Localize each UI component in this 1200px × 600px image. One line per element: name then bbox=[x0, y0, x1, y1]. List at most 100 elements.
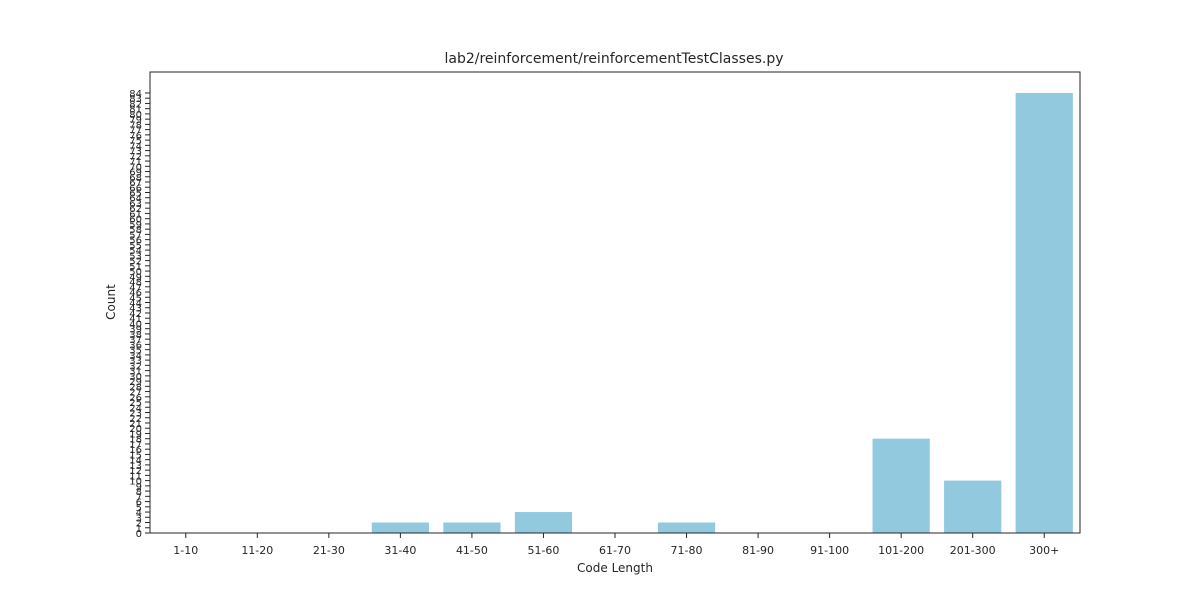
y-tick-label: 60 bbox=[129, 215, 142, 226]
y-tick-label: 53 bbox=[129, 251, 142, 262]
bar-300+ bbox=[1015, 92, 1073, 534]
y-tick-label: 57 bbox=[129, 230, 142, 241]
y-tick-label: 45 bbox=[129, 293, 142, 304]
y-tick-label: 11 bbox=[129, 471, 142, 482]
y-tick-label: 24 bbox=[129, 403, 142, 414]
y-tick-label: 55 bbox=[129, 241, 142, 252]
bar-41-50 bbox=[443, 522, 501, 533]
y-tick-label: 65 bbox=[129, 188, 142, 199]
y-tick-label: 10 bbox=[129, 477, 142, 488]
y-tick-label: 66 bbox=[129, 183, 142, 194]
y-tick-label: 64 bbox=[129, 194, 142, 205]
x-tick-label: 91-100 bbox=[810, 544, 849, 557]
y-tick-label: 30 bbox=[129, 372, 142, 383]
x-tick-label: 61-70 bbox=[599, 544, 631, 557]
y-tick-label: 54 bbox=[129, 246, 142, 257]
y-tick-label: 71 bbox=[129, 157, 142, 168]
y-tick-label: 17 bbox=[129, 440, 142, 451]
bars-layer bbox=[371, 92, 1073, 534]
y-tick-label: 78 bbox=[129, 120, 142, 131]
y-tick-label: 50 bbox=[129, 267, 142, 278]
y-tick-label: 22 bbox=[129, 414, 142, 425]
y-tick-label: 19 bbox=[129, 429, 142, 440]
x-axis-ticks: 1-10 11-20 21-30 31-40 41-50 51-60 61-70 71-80 8… bbox=[173, 533, 1059, 557]
x-tick-label: 51-60 bbox=[527, 544, 559, 557]
y-tick-label: 47 bbox=[129, 283, 142, 294]
x-tick-label: 21-30 bbox=[313, 544, 345, 557]
y-tick-label: 8 bbox=[136, 487, 142, 498]
y-tick-label: 69 bbox=[129, 168, 142, 179]
x-tick-label: 101-200 bbox=[878, 544, 924, 557]
y-tick-label: 82 bbox=[129, 99, 142, 110]
y-tick-label: 9 bbox=[136, 482, 142, 493]
y-tick-label: 62 bbox=[129, 204, 142, 215]
y-tick-label: 4 bbox=[136, 508, 142, 519]
y-tick-label: 43 bbox=[129, 304, 142, 315]
y-tick-label: 34 bbox=[129, 351, 142, 362]
y-tick-label: 76 bbox=[129, 131, 142, 142]
y-tick-label: 18 bbox=[129, 435, 142, 446]
y-tick-label: 26 bbox=[129, 393, 142, 404]
y-tick-label: 3 bbox=[136, 513, 142, 524]
y-tick-label: 39 bbox=[129, 325, 142, 336]
y-tick-label: 1 bbox=[136, 524, 142, 535]
y-tick-label: 83 bbox=[129, 94, 142, 105]
y-tick-label: 49 bbox=[129, 272, 142, 283]
y-tick-label: 52 bbox=[129, 257, 142, 268]
y-tick-label: 14 bbox=[129, 456, 142, 467]
x-tick-label: 41-50 bbox=[456, 544, 488, 557]
y-tick-label: 42 bbox=[129, 309, 142, 320]
plot-frame bbox=[149, 71, 1081, 534]
y-tick-label: 40 bbox=[129, 319, 142, 330]
chart-title: lab2/reinforcement/reinforcementTestClas… bbox=[444, 51, 783, 67]
bar-201-300 bbox=[944, 480, 1002, 533]
y-tick-label: 15 bbox=[129, 450, 142, 461]
y-tick-label: 80 bbox=[129, 110, 142, 121]
x-tick-label: 31-40 bbox=[384, 544, 416, 557]
y-tick-label: 27 bbox=[129, 388, 142, 399]
y-axis-ticks: 0123456789101112131415161718192021222324… bbox=[129, 89, 150, 540]
y-tick-label: 72 bbox=[129, 152, 142, 163]
y-tick-label: 41 bbox=[129, 314, 142, 325]
y-tick-label: 37 bbox=[129, 335, 142, 346]
bar-31-40 bbox=[371, 522, 429, 533]
y-tick-label: 67 bbox=[129, 178, 142, 189]
y-tick-label: 46 bbox=[129, 288, 142, 299]
y-tick-label: 20 bbox=[129, 424, 142, 435]
y-tick-label: 16 bbox=[129, 445, 142, 456]
y-tick-label: 79 bbox=[129, 115, 142, 126]
y-tick-label: 68 bbox=[129, 173, 142, 184]
y-tick-label: 48 bbox=[129, 278, 142, 289]
y-tick-label: 56 bbox=[129, 236, 142, 247]
y-tick-label: 63 bbox=[129, 199, 142, 210]
y-tick-label: 35 bbox=[129, 346, 142, 357]
bar-101-200 bbox=[872, 438, 930, 533]
y-tick-label: 12 bbox=[129, 466, 142, 477]
y-tick-label: 7 bbox=[136, 492, 142, 503]
y-tick-label: 6 bbox=[136, 498, 142, 509]
y-tick-label: 21 bbox=[129, 419, 142, 430]
y-tick-label: 74 bbox=[129, 141, 142, 152]
bar-71-80 bbox=[657, 522, 716, 533]
y-tick-label: 38 bbox=[129, 330, 142, 341]
y-tick-label: 28 bbox=[129, 382, 142, 393]
y-tick-label: 61 bbox=[129, 209, 142, 220]
y-tick-label: 13 bbox=[129, 461, 142, 472]
y-tick-label: 0 bbox=[136, 529, 142, 540]
y-tick-label: 5 bbox=[136, 503, 142, 514]
x-tick-label: 1-10 bbox=[173, 544, 198, 557]
y-tick-label: 81 bbox=[129, 105, 142, 116]
y-tick-label: 2 bbox=[136, 519, 142, 530]
x-tick-label: 11-20 bbox=[241, 544, 273, 557]
y-tick-label: 70 bbox=[129, 162, 142, 173]
y-tick-label: 25 bbox=[129, 398, 142, 409]
y-tick-label: 32 bbox=[129, 361, 142, 372]
y-tick-label: 44 bbox=[129, 299, 142, 310]
y-tick-label: 36 bbox=[129, 340, 142, 351]
x-tick-label: 201-300 bbox=[950, 544, 996, 557]
x-axis-label: Code Length bbox=[577, 561, 653, 575]
y-tick-label: 29 bbox=[129, 377, 142, 388]
y-tick-label: 77 bbox=[129, 126, 142, 137]
